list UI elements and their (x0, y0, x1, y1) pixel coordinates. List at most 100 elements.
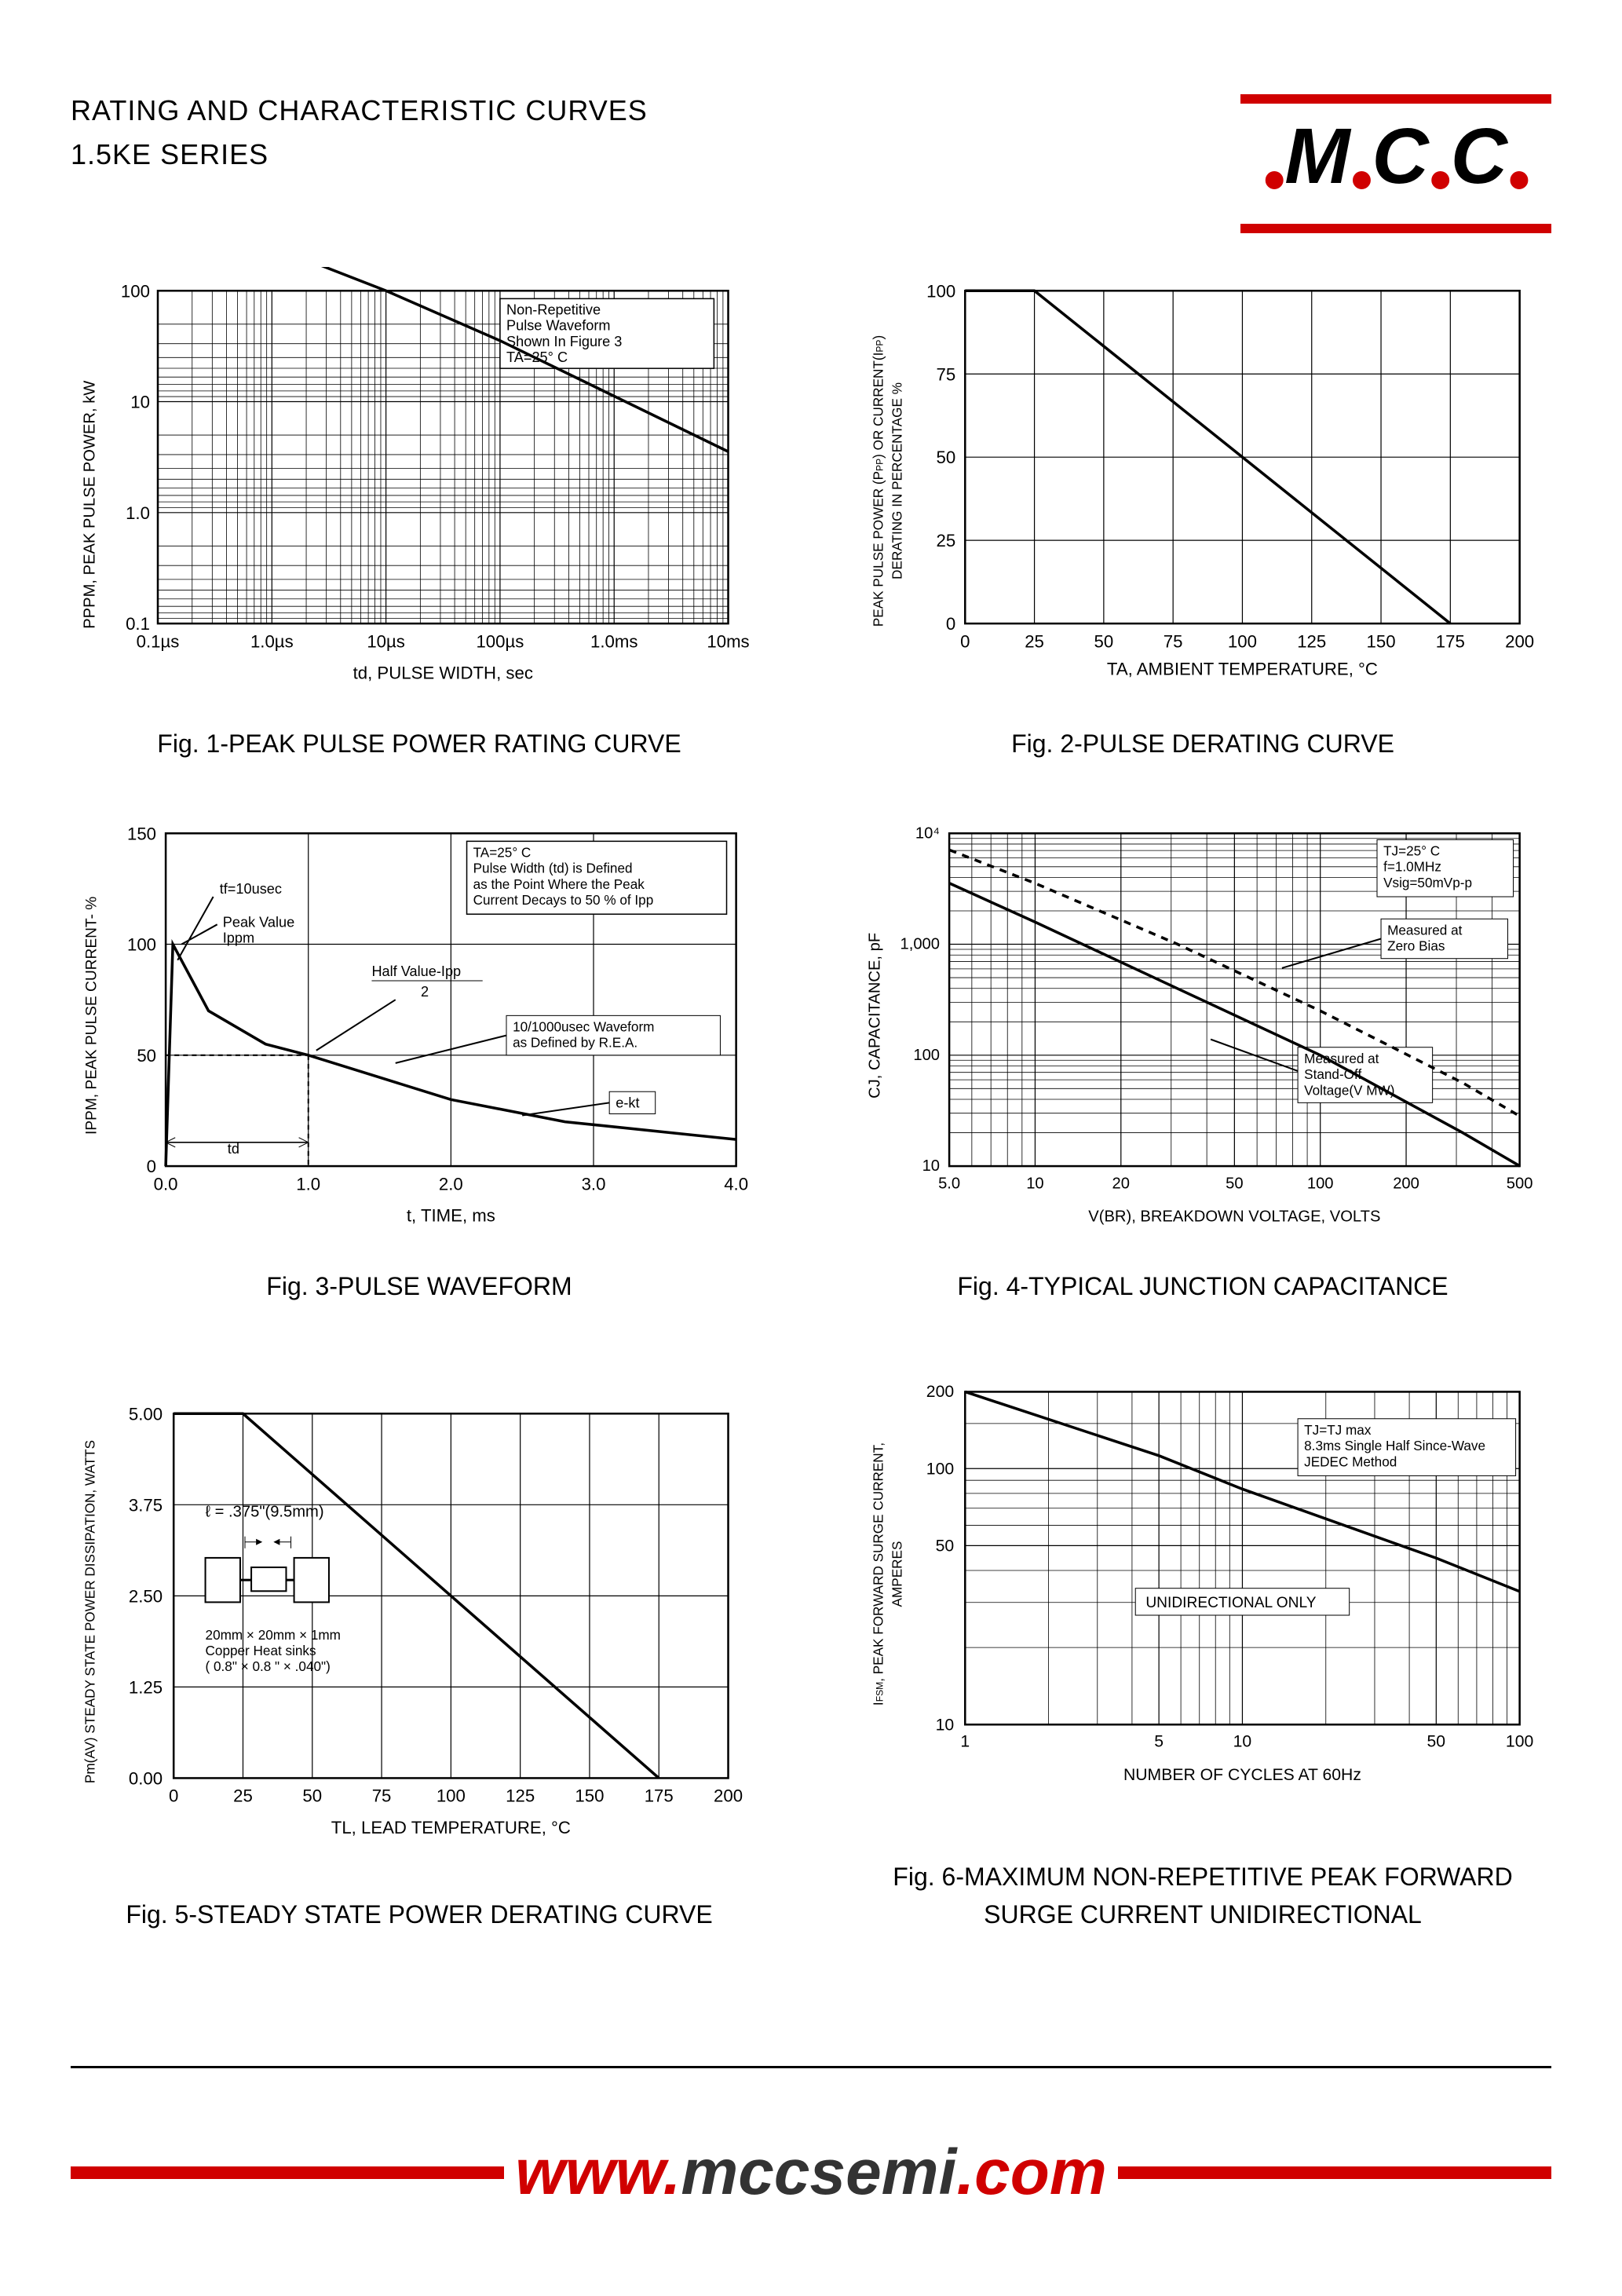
caption-fig3: Fig. 3-PULSE WAVEFORM (266, 1267, 572, 1305)
footer-url: www.mccsemi.com (515, 2136, 1107, 2210)
svg-text:150: 150 (1367, 631, 1396, 651)
svg-text:5.0: 5.0 (938, 1175, 960, 1192)
svg-text:PEAK PULSE POWER (PPP) OR CURR: PEAK PULSE POWER (PPP) OR CURRENT(IPP) (870, 335, 886, 627)
svg-text:2: 2 (421, 984, 429, 1000)
svg-text:10: 10 (922, 1157, 940, 1175)
svg-text:5: 5 (1154, 1733, 1164, 1751)
svg-text:1: 1 (960, 1733, 970, 1751)
svg-text:CJ, CAPACITANCE, pF: CJ, CAPACITANCE, pF (866, 933, 883, 1099)
svg-text:3.75: 3.75 (129, 1496, 163, 1515)
svg-text:0.00: 0.00 (129, 1769, 163, 1789)
svg-text:Shown In Figure 3: Shown In Figure 3 (506, 334, 622, 349)
svg-text:ℓ = .375"(9.5mm): ℓ = .375"(9.5mm) (206, 1504, 324, 1521)
svg-text:TL, LEAD TEMPERATURE, °C: TL, LEAD TEMPERATURE, °C (331, 1818, 571, 1837)
svg-text:100: 100 (437, 1786, 466, 1806)
svg-text:1.25: 1.25 (129, 1678, 163, 1698)
svg-text:1.0: 1.0 (126, 503, 150, 523)
svg-text:50: 50 (1094, 631, 1114, 651)
svg-text:50: 50 (936, 1537, 955, 1556)
svg-text:TA, AMBIENT TEMPERATURE, °C: TA, AMBIENT TEMPERATURE, °C (1107, 660, 1378, 679)
svg-text:10ms: 10ms (707, 631, 749, 651)
svg-text:Vsig=50mVp-p: Vsig=50mVp-p (1383, 875, 1472, 890)
svg-text:Non-Repetitive: Non-Repetitive (506, 302, 601, 318)
svg-text:3.0: 3.0 (582, 1174, 606, 1194)
mcc-logo: •M•C•C• (1240, 94, 1551, 233)
svg-text:100: 100 (1228, 631, 1257, 651)
svg-text:PPPM, PEAK PULSE POWER, kW: PPPM, PEAK PULSE POWER, kW (81, 381, 98, 629)
svg-text:75: 75 (1164, 631, 1183, 651)
svg-text:100: 100 (913, 1047, 940, 1064)
svg-text:TJ=25° C: TJ=25° C (1383, 843, 1440, 859)
svg-text:20mm × 20mm × 1mm: 20mm × 20mm × 1mm (206, 1627, 341, 1643)
svg-text:Pulse Waveform: Pulse Waveform (506, 318, 611, 334)
footer: www.mccsemi.com (71, 2136, 1551, 2210)
svg-text:Pm(AV) STEADY STATE POWER DISS: Pm(AV) STEADY STATE POWER DISSIPATION, W… (82, 1440, 97, 1783)
svg-text:100: 100 (926, 1460, 954, 1478)
svg-text:50: 50 (1226, 1175, 1243, 1192)
svg-text:t, TIME, ms: t, TIME, ms (407, 1206, 495, 1226)
svg-text:Zero Bias: Zero Bias (1387, 938, 1445, 954)
caption-fig1: Fig. 1-PEAK PULSE POWER RATING CURVE (157, 725, 681, 762)
footer-bar-left (71, 2166, 504, 2179)
svg-text:200: 200 (714, 1786, 743, 1806)
svg-text:JEDEC Method: JEDEC Method (1304, 1453, 1397, 1469)
svg-text:Voltage(V MW): Voltage(V MW) (1304, 1082, 1394, 1098)
svg-text:0.1µs: 0.1µs (137, 631, 180, 651)
svg-text:100: 100 (1506, 1733, 1533, 1751)
svg-text:TA=25° C: TA=25° C (473, 845, 532, 861)
svg-text:0.0: 0.0 (154, 1174, 178, 1194)
svg-text:8.3ms Single Half Since-Wave: 8.3ms Single Half Since-Wave (1304, 1438, 1485, 1453)
chart-fig2: 0255075100 0255075100125150175200 TA, AM… (854, 267, 1551, 762)
svg-text:200: 200 (1505, 631, 1534, 651)
svg-text:2.0: 2.0 (439, 1174, 463, 1194)
caption-fig4: Fig. 4-TYPICAL JUNCTION CAPACITANCE (957, 1267, 1448, 1305)
svg-text:10: 10 (1233, 1733, 1252, 1751)
svg-text:150: 150 (575, 1786, 604, 1806)
svg-text:Peak Value: Peak Value (223, 914, 295, 930)
svg-text:10: 10 (1026, 1175, 1043, 1192)
svg-text:0: 0 (169, 1786, 178, 1806)
svg-text:75: 75 (936, 364, 955, 384)
svg-text:100: 100 (127, 935, 156, 955)
svg-text:TJ=TJ max: TJ=TJ max (1304, 1422, 1372, 1438)
svg-text:Half Value-Ipp: Half Value-Ipp (371, 963, 461, 979)
page-subtitle: 1.5KE SERIES (71, 138, 648, 171)
page-title: RATING AND CHARACTERISTIC CURVES (71, 94, 648, 127)
svg-text:1.0ms: 1.0ms (590, 631, 637, 651)
svg-text:as the Point Where the Peak: as the Point Where the Peak (473, 876, 645, 892)
svg-text:DERATING IN PERCENTAGE %: DERATING IN PERCENTAGE % (890, 382, 905, 579)
svg-text:Pulse Width (td) is Defined: Pulse Width (td) is Defined (473, 861, 633, 876)
svg-text:200: 200 (926, 1383, 954, 1401)
svg-text:2.50: 2.50 (129, 1587, 163, 1607)
svg-text:AMPERES: AMPERES (890, 1541, 905, 1607)
svg-text:1,000: 1,000 (901, 936, 940, 953)
caption-fig2: Fig. 2-PULSE DERATING CURVE (1011, 725, 1394, 762)
svg-text:100: 100 (121, 281, 150, 301)
svg-text:UNIDIRECTIONAL ONLY: UNIDIRECTIONAL ONLY (1145, 1595, 1316, 1611)
footer-bar-right (1118, 2166, 1551, 2179)
svg-text:0: 0 (960, 631, 970, 651)
chart-fig6: TJ=TJ max 8.3ms Single Half Since-Wave J… (854, 1352, 1551, 1933)
svg-text:25: 25 (936, 531, 955, 550)
svg-text:Ippm: Ippm (223, 930, 254, 946)
svg-text:50: 50 (936, 448, 955, 467)
svg-text:10⁴: 10⁴ (915, 824, 940, 842)
svg-text:10: 10 (936, 1716, 955, 1734)
svg-text:50: 50 (302, 1786, 322, 1806)
chart-fig1: Non-Repetitive Pulse Waveform Shown In F… (71, 267, 768, 762)
svg-text:tf=10usec: tf=10usec (220, 881, 282, 897)
svg-text:( 0.8" × 0.8 " × .040"): ( 0.8" × 0.8 " × .040") (206, 1658, 331, 1674)
svg-text:0: 0 (946, 614, 955, 634)
chart-fig5: ℓ = .375"(9.5mm) 20mm × 20mm × 1mm Coppe… (71, 1352, 768, 1933)
svg-text:Current Decays to 50 % of Ipp: Current Decays to 50 % of Ipp (473, 892, 654, 908)
svg-text:NUMBER OF CYCLES AT 60Hz: NUMBER OF CYCLES AT 60Hz (1123, 1766, 1361, 1784)
svg-text:25: 25 (1025, 631, 1044, 651)
svg-text:5.00: 5.00 (129, 1405, 163, 1424)
svg-text:f=1.0MHz: f=1.0MHz (1383, 859, 1441, 875)
svg-text:10: 10 (130, 393, 150, 412)
svg-text:100: 100 (1307, 1175, 1334, 1192)
svg-text:175: 175 (1436, 631, 1465, 651)
svg-text:e-kt: e-kt (616, 1095, 639, 1110)
footer-divider (71, 2066, 1551, 2068)
svg-text:500: 500 (1507, 1175, 1533, 1192)
